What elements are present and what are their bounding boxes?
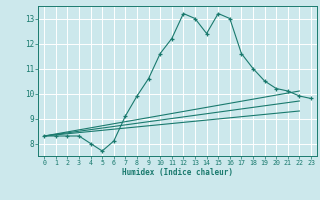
- X-axis label: Humidex (Indice chaleur): Humidex (Indice chaleur): [122, 168, 233, 177]
